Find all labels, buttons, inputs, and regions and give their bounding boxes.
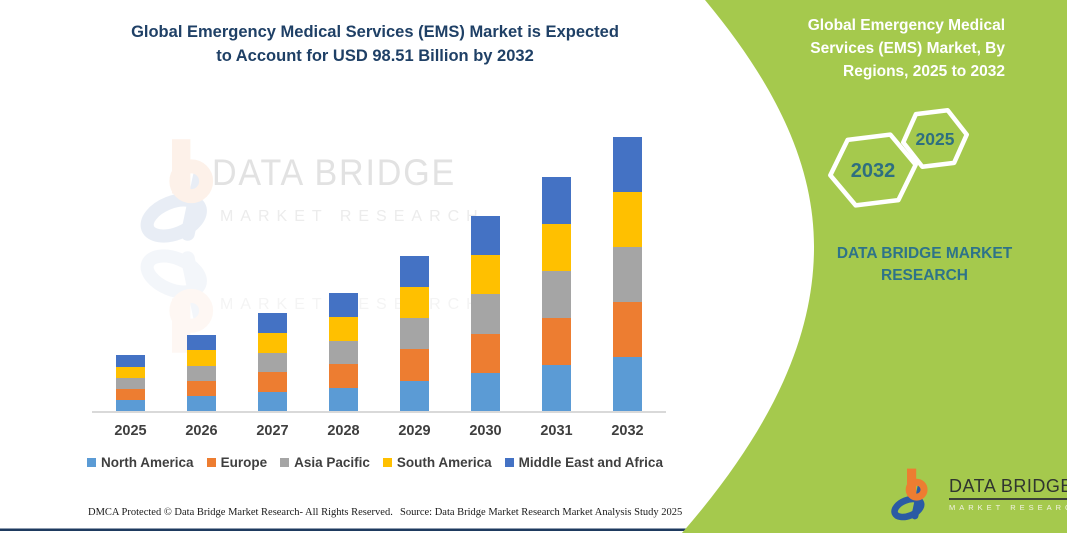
legend-item: South America bbox=[382, 455, 492, 470]
bar-2031 bbox=[542, 176, 571, 412]
bar-segment-2031 bbox=[542, 364, 571, 412]
bar-segment-2032 bbox=[613, 247, 642, 302]
dbmr-logo: DATA BRIDGE MARKET RESEARCH bbox=[886, 466, 1067, 522]
bar-segment-2025 bbox=[116, 377, 145, 390]
bar-2028 bbox=[329, 293, 358, 412]
bar-segment-2029 bbox=[400, 287, 429, 319]
legend-item: Middle East and Africa bbox=[504, 455, 663, 470]
hexagon-2025-icon bbox=[900, 107, 970, 170]
legend-marker-icon bbox=[382, 458, 392, 467]
legend: North America Europe Asia Pacific South Ame… bbox=[70, 455, 680, 470]
x-tick-label: 2026 bbox=[185, 423, 218, 439]
footer-copyright: DMCA Protected © Data Bridge Market Rese… bbox=[88, 507, 393, 518]
bottom-rule bbox=[0, 528, 790, 531]
bar-segment-2026 bbox=[187, 334, 216, 351]
panel-title-line3: Regions, 2025 to 2032 bbox=[843, 63, 1005, 80]
bar-segment-2027 bbox=[258, 352, 287, 373]
legend-label: South America bbox=[396, 455, 492, 470]
bar-segment-2028 bbox=[329, 316, 358, 341]
bar-segment-2029 bbox=[400, 380, 429, 412]
bar-segment-2027 bbox=[258, 372, 287, 393]
legend-label: Asia Pacific bbox=[294, 455, 370, 470]
x-tick-label: 2032 bbox=[611, 423, 644, 439]
legend-item: Asia Pacific bbox=[280, 455, 370, 470]
footer-source: Source: Data Bridge Market Research Mark… bbox=[400, 507, 683, 518]
bar-segment-2029 bbox=[400, 349, 429, 381]
legend-label: Middle East and Africa bbox=[518, 455, 663, 470]
green-panel-shape bbox=[682, 0, 1067, 533]
hexagon-2032-label: 2032 bbox=[851, 160, 896, 182]
bar-segment-2028 bbox=[329, 364, 358, 388]
bar-segment-2029 bbox=[400, 318, 429, 350]
bar-segment-2031 bbox=[542, 176, 571, 224]
dbmr-logo-icon bbox=[886, 466, 942, 522]
bar-segment-2028 bbox=[329, 293, 358, 317]
x-tick-label: 2031 bbox=[540, 423, 573, 439]
hexagon-2032-icon bbox=[828, 132, 918, 208]
chart-title: Global Emergency Medical Services (EMS) … bbox=[83, 20, 667, 68]
bar-segment-2032 bbox=[613, 137, 642, 192]
bar-2027 bbox=[258, 313, 287, 412]
bar-segment-2026 bbox=[187, 381, 216, 397]
bar-segment-2025 bbox=[116, 389, 145, 401]
bar-segment-2025 bbox=[116, 355, 145, 367]
chart-title-line2: to Account for USD 98.51 Billion by 2032 bbox=[216, 47, 534, 65]
bar-segment-2027 bbox=[258, 333, 287, 353]
dbmr-logo-text: DATA BRIDGE MARKET RESEARCH bbox=[949, 476, 1067, 512]
bar-segment-2028 bbox=[329, 340, 358, 365]
x-axis-labels: 2025 2026 2027 2028 2029 2030 2031 2032 bbox=[95, 423, 663, 439]
legend-item: Europe bbox=[206, 455, 268, 470]
legend-marker-icon bbox=[206, 458, 216, 467]
panel-title-line2: Services (EMS) Market, By bbox=[810, 40, 1005, 57]
panel-title: Global Emergency Medical Services (EMS) … bbox=[765, 14, 1005, 83]
bar-segment-2030 bbox=[471, 255, 500, 295]
legend-marker-icon bbox=[87, 458, 97, 467]
x-tick-label: 2025 bbox=[114, 423, 147, 439]
logo-tagline: MARKET RESEARCH bbox=[949, 503, 1067, 512]
year-hexagons: 2032 2025 bbox=[828, 107, 970, 208]
legend-label: North America bbox=[101, 455, 194, 470]
x-tick-label: 2029 bbox=[398, 423, 431, 439]
bar-segment-2025 bbox=[116, 400, 145, 412]
bar-segment-2029 bbox=[400, 255, 429, 288]
x-tick-label: 2030 bbox=[469, 423, 502, 439]
legend-item: North America bbox=[87, 455, 194, 470]
bar-segment-2030 bbox=[471, 333, 500, 373]
bars-area bbox=[95, 134, 663, 412]
bar-segment-2030 bbox=[471, 372, 500, 412]
bar-segment-2032 bbox=[613, 192, 642, 247]
bar-segment-2031 bbox=[542, 317, 571, 365]
legend-label: Europe bbox=[220, 455, 268, 470]
bar-segment-2032 bbox=[613, 302, 642, 357]
x-axis-line bbox=[92, 411, 666, 413]
bar-segment-2027 bbox=[258, 313, 287, 334]
bar-2029 bbox=[400, 255, 429, 412]
bar-segment-2028 bbox=[329, 388, 358, 412]
panel-brand-text: DATA BRIDGE MARKET RESEARCH bbox=[836, 245, 1013, 284]
bar-2026 bbox=[187, 334, 216, 412]
bar-2025 bbox=[116, 355, 145, 412]
x-tick-label: 2028 bbox=[327, 423, 360, 439]
bar-segment-2027 bbox=[258, 392, 287, 412]
bar-segment-2030 bbox=[471, 294, 500, 334]
panel-title-line1: Global Emergency Medical bbox=[807, 17, 1005, 34]
hexagon-2025-label: 2025 bbox=[916, 129, 955, 149]
bar-2030 bbox=[471, 215, 500, 412]
logo-name: DATA BRIDGE bbox=[949, 476, 1067, 500]
bar-2032 bbox=[613, 137, 642, 412]
bar-segment-2026 bbox=[187, 396, 216, 412]
bar-segment-2026 bbox=[187, 350, 216, 366]
bar-segment-2031 bbox=[542, 223, 571, 271]
bar-segment-2030 bbox=[471, 215, 500, 256]
bar-segment-2025 bbox=[116, 366, 145, 378]
legend-marker-icon bbox=[280, 458, 290, 467]
x-tick-label: 2027 bbox=[256, 423, 289, 439]
legend-marker-icon bbox=[504, 458, 514, 467]
chart-title-line1: Global Emergency Medical Services (EMS) … bbox=[131, 23, 619, 41]
bar-segment-2031 bbox=[542, 270, 571, 318]
bar-segment-2026 bbox=[187, 365, 216, 382]
bar-segment-2032 bbox=[613, 357, 642, 412]
